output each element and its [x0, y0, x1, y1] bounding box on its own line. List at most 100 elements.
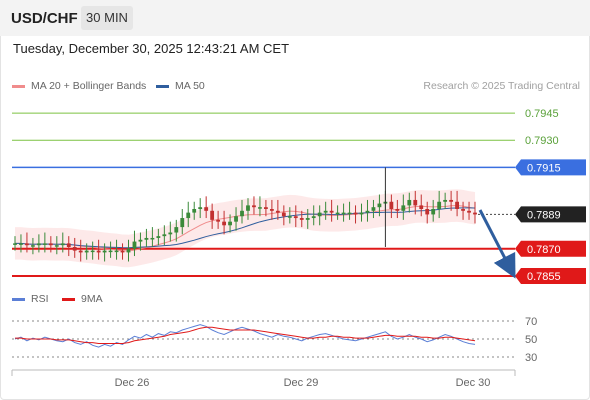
candle-body — [461, 209, 465, 211]
candle — [419, 194, 424, 217]
candle — [84, 243, 89, 260]
candle — [30, 237, 35, 255]
candle-body — [287, 216, 292, 218]
candle-body — [377, 203, 382, 208]
rsi-line — [14, 324, 476, 348]
candle — [287, 207, 292, 224]
support-badge-4 — [515, 240, 586, 257]
candle — [395, 199, 400, 219]
candle-body — [263, 207, 268, 209]
support-badge-5 — [515, 267, 586, 284]
candle — [234, 207, 238, 231]
level-lines-layer: 0.7945 0.7930 0.7915 0.7889 0.7870 0.7855 — [12, 108, 586, 284]
candle-body — [395, 209, 400, 211]
candle-body — [192, 209, 197, 213]
candle-body — [281, 212, 286, 217]
candle — [431, 199, 436, 222]
candle-body — [305, 218, 310, 220]
candle-body — [407, 199, 412, 206]
candle-body — [19, 243, 23, 245]
candle-body — [269, 209, 274, 211]
legend-rsi-label: RSI — [31, 293, 49, 305]
candle — [335, 205, 340, 220]
candle — [150, 227, 155, 247]
candle-body — [234, 216, 238, 222]
candle — [281, 205, 286, 226]
candle-body — [66, 243, 71, 247]
candle — [389, 194, 394, 219]
legend-ma20: MA 20 + Bollinger Bands — [12, 80, 146, 92]
candle-body — [341, 212, 346, 215]
candle — [407, 192, 412, 213]
support-label-5: 0.7855 — [527, 271, 561, 283]
candle-body — [252, 205, 256, 208]
candle — [144, 228, 149, 247]
candle — [13, 236, 17, 251]
candle — [126, 239, 131, 262]
candle — [371, 199, 376, 219]
candle — [240, 199, 244, 224]
candle-body — [180, 218, 185, 228]
rsi-grid: 70 50 30 — [12, 316, 537, 364]
candle-body — [78, 250, 83, 253]
symbol-title: USD/CHF — [11, 10, 78, 27]
candle-body — [222, 221, 227, 226]
candle — [425, 201, 430, 224]
candle — [48, 236, 53, 253]
ma9-swatch — [62, 297, 75, 301]
candle — [365, 199, 370, 222]
candle-body — [54, 245, 59, 247]
bollinger-band — [14, 189, 476, 268]
x-tick-label-2: Dec 30 — [456, 377, 491, 389]
legend-9ma-label: 9MA — [81, 293, 103, 305]
candle-body — [365, 210, 370, 213]
timeframe-badge[interactable]: 30 MIN — [81, 6, 133, 30]
candle-body — [216, 219, 221, 222]
chart-header: USD/CHF 30 MIN — [0, 0, 590, 36]
resistance-label-0: 0.7945 — [525, 108, 559, 120]
candle — [317, 205, 322, 226]
rsi-ma-line — [14, 326, 476, 344]
candle-body — [317, 212, 322, 217]
candle — [186, 201, 191, 228]
candle-body — [437, 201, 442, 209]
rsi-axis-label-0: 70 — [525, 316, 537, 328]
candle-body — [60, 243, 65, 246]
candle — [174, 219, 179, 242]
candle — [19, 234, 23, 253]
candle — [102, 243, 107, 262]
candle-body — [293, 216, 298, 219]
candle-body — [275, 210, 280, 213]
rsi-panel: 70 50 30 — [12, 316, 537, 364]
candle — [467, 201, 471, 220]
candle — [329, 199, 334, 222]
candle — [323, 201, 328, 220]
legend-ma20-label: MA 20 + Bollinger Bands — [31, 80, 147, 92]
candle-body — [449, 199, 454, 202]
candle-body — [84, 250, 89, 253]
current-price-badge — [515, 206, 586, 223]
candle-body — [353, 212, 358, 215]
candle-body — [126, 248, 131, 253]
candle — [114, 239, 119, 260]
candle-body — [413, 199, 418, 206]
candle — [222, 210, 227, 235]
candle-body — [359, 212, 364, 215]
candle — [269, 199, 274, 220]
research-credit: Research © 2025 Trading Central — [423, 80, 580, 92]
candle — [252, 196, 256, 215]
candle-body — [299, 218, 304, 220]
candle-body — [431, 209, 436, 215]
rsi-axis-label-2: 30 — [525, 352, 537, 364]
candle — [461, 201, 465, 220]
candle — [359, 203, 364, 222]
candle-body — [48, 243, 53, 246]
candle-body — [246, 205, 250, 211]
candle-body — [168, 232, 173, 235]
candle — [275, 199, 280, 220]
candle — [138, 232, 143, 251]
candle — [192, 201, 197, 220]
candle — [156, 228, 161, 246]
ma50-line — [14, 207, 476, 249]
candle — [413, 190, 418, 215]
